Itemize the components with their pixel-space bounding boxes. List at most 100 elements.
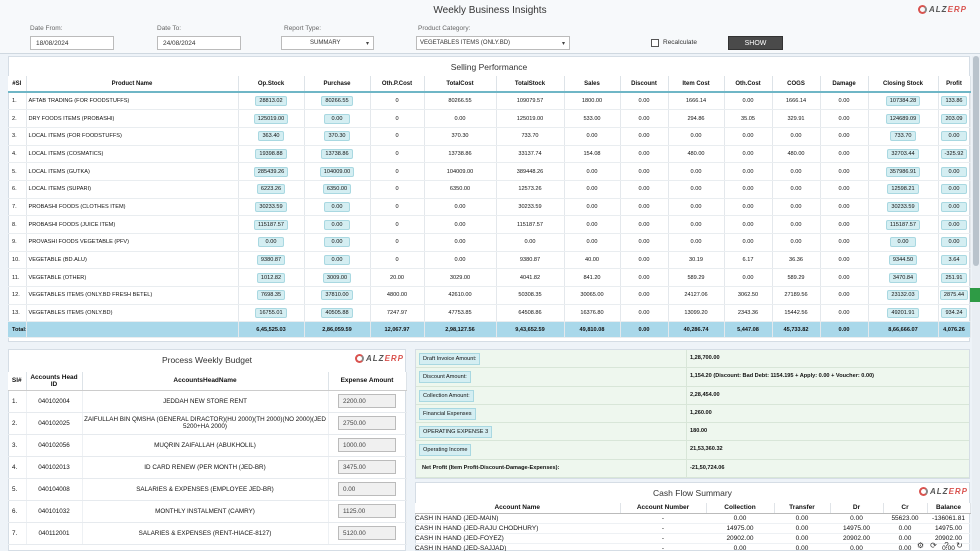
column-header[interactable]: Oth.Cost — [724, 76, 773, 93]
column-header[interactable]: #Sl — [8, 76, 27, 93]
table-row[interactable]: 2. DRY FOODS ITEMS (PROBASHI) 125019.00 0.0… — [8, 109, 971, 128]
budget-row[interactable]: 4. 040102013 ID CARD RENEW (PER MONTH (JED… — [8, 456, 407, 479]
column-header[interactable]: Profit — [938, 76, 971, 93]
column-header[interactable]: Purchase — [304, 76, 371, 93]
table-row[interactable]: 1. AFTAB TRADING (FOR FOODSTUFFS) 28813.02… — [8, 92, 971, 111]
cashflow-cr: 0.00 — [883, 523, 927, 534]
cell-cs: 3470.84 — [868, 268, 939, 288]
cell-op: 115187.57 — [238, 215, 305, 234]
report-type-select[interactable]: SUMMARY ▾ — [281, 36, 374, 50]
value-pill: 7698.35 — [256, 290, 286, 301]
expense-amount-input[interactable]: 2750.00 — [338, 416, 396, 430]
table-row[interactable]: 10. VEGETABLE (BD.ALU) 9380.87 0.00 0 0.00 938… — [8, 251, 971, 270]
budget-row[interactable]: 1. 040102004 JEDDAH NEW STORE RENT 2200.00 — [8, 390, 407, 413]
cashflow-row[interactable]: CASH IN HAND (JED-SAJJAD) -0.00 0.00 0.00 0.… — [415, 543, 970, 551]
table-row[interactable]: 7. PROBASHI FOODS (CLOTHES ITEM) 30233.59 0… — [8, 198, 971, 217]
table-row[interactable]: 12. VEGETABLES ITEMS (ONLY.BD FRESH BETEL… — [8, 286, 971, 305]
table-row[interactable]: 11. VEGETABLE (OTHER) 1012.82 3009.00 20.00 3… — [8, 268, 971, 288]
cashflow-col: 0.00 — [706, 543, 774, 551]
expense-amount-input[interactable]: 1125.00 — [338, 504, 396, 518]
table-row[interactable]: 8. PROBASHI FOODS (JUICE ITEM) 115187.57 0.… — [8, 215, 971, 234]
table-row[interactable]: 4. LOCAL ITEMS (COSMATICS) 19398.88 13738.8… — [8, 145, 971, 164]
column-header[interactable]: Collection — [706, 503, 775, 514]
cell-pur: 0.00 — [304, 109, 371, 128]
scrollbar-thumb[interactable] — [973, 56, 979, 266]
cell-disc: 0.00 — [620, 198, 669, 217]
side-tab-indicator[interactable] — [970, 288, 980, 302]
show-button[interactable]: SHOW — [728, 36, 783, 50]
table-row[interactable]: 6. LOCAL ITEMS (SUPARI) 6223.26 6350.00 0 635… — [8, 180, 971, 199]
budget-row[interactable]: 3. 040102056 MUQRIN ZAIFALLAH (ABUKHOLIL) 1… — [8, 434, 407, 457]
column-header[interactable]: TotalCost — [424, 76, 497, 93]
column-header[interactable]: Account Name — [415, 503, 621, 514]
budget-row[interactable]: 5. 040104008 SALARIES & EXPENSES (EMPLOYEE… — [8, 478, 407, 501]
value-pill: 0.00 — [941, 201, 967, 212]
help-icon[interactable]: ? — [944, 541, 949, 550]
expense-amount-input[interactable]: 1000.00 — [338, 438, 396, 452]
cashflow-row[interactable]: CASH IN HAND (JED-FOYEZ) -20902.00 0.00 209… — [415, 533, 970, 544]
column-header[interactable]: Accounts Head ID — [26, 372, 83, 391]
budget-row[interactable]: 6. 040101032 MONTHLY INSTALMENT (CAMRY) 112… — [8, 500, 407, 523]
date-from-input[interactable]: 18/08/2024 — [30, 36, 114, 50]
total-disc: 0.00 — [620, 321, 669, 339]
date-to-input[interactable]: 24/08/2024 — [157, 36, 241, 50]
column-header[interactable]: Op.Stock — [238, 76, 305, 93]
expense-amount-input[interactable]: 2200.00 — [338, 394, 396, 408]
column-header[interactable]: Product Name — [26, 76, 239, 93]
cashflow-dr: 0.00 — [830, 543, 883, 551]
logo-mark-icon — [919, 487, 928, 496]
column-header[interactable]: COGS — [772, 76, 821, 93]
column-header[interactable]: Dr — [830, 503, 884, 514]
summary-divider — [686, 459, 687, 478]
expense-amount-input[interactable]: 5120.00 — [338, 526, 396, 540]
column-header[interactable]: TotalStock — [496, 76, 565, 93]
cashflow-row[interactable]: CASH IN HAND (JED-MAIN) -0.00 0.00 0.00 5562… — [415, 513, 970, 524]
product-category-select[interactable]: VEGETABLES ITEMS (ONLY.BD) ▾ — [416, 36, 570, 50]
table-row[interactable]: 3. LOCAL ITEMS (FOR FOODSTUFFS) 363.40 370.… — [8, 127, 971, 146]
column-header[interactable]: Sales — [564, 76, 621, 93]
settings-icon[interactable]: ⚙ — [916, 541, 925, 550]
cell-pur: 0.00 — [304, 215, 371, 234]
value-pill: 107384.28 — [885, 96, 921, 107]
value-pill: 251.91 — [941, 272, 967, 283]
table-row[interactable]: 5. LOCAL ITEMS (GUTKA) 285439.26 104009.00 0… — [8, 162, 971, 181]
cell-name: PROBASHI FOODS (CLOTHES ITEM) — [26, 198, 239, 217]
value-pill: 0.00 — [941, 166, 967, 177]
column-header[interactable]: Discount — [620, 76, 669, 93]
column-header[interactable]: Cr — [883, 503, 928, 514]
table-row[interactable]: 9. PROVASHI FOODS VEGETABLE (PFV) 0.00 0.00… — [8, 233, 971, 252]
column-header[interactable]: Account Number — [620, 503, 707, 514]
table-row[interactable]: 13. VEGETABLES ITEMS (ONLY.BD) 16755.01 405… — [8, 304, 971, 323]
budget-row[interactable]: 2. 040102025 ZAIFULLAH BIN QMSHA (GENERAL … — [8, 412, 407, 435]
value-pill: 0.00 — [890, 237, 916, 248]
expense-amount-input[interactable]: 0.00 — [338, 482, 396, 496]
column-header[interactable]: Item Cost — [668, 76, 725, 93]
page-scrollbar[interactable] — [972, 56, 980, 551]
cashflow-row[interactable]: CASH IN HAND (JED-RAJU CHODHURY) -14975.0… — [415, 523, 970, 534]
column-header[interactable]: Sl# — [8, 372, 27, 391]
recalculate-checkbox[interactable] — [651, 39, 659, 47]
column-header[interactable]: AccountsHeadName — [82, 372, 329, 391]
column-header[interactable]: Closing Stock — [868, 76, 939, 93]
value-pill: 6350.00 — [322, 184, 352, 195]
value-pill: 0.00 — [258, 237, 284, 248]
cell-cs: 124689.09 — [868, 109, 939, 128]
cell-name: VEGETABLES ITEMS (ONLY.BD) — [26, 304, 239, 323]
cell-pur: 80266.55 — [304, 92, 371, 111]
sync-icon[interactable]: ↻ — [956, 541, 963, 550]
value-pill: 0.00 — [941, 131, 967, 142]
cell-sl: 7. — [8, 198, 27, 217]
value-pill: -325.92 — [940, 148, 968, 159]
refresh-icon[interactable]: ⟳ — [930, 541, 937, 550]
column-header[interactable]: Balance — [927, 503, 971, 514]
budget-row[interactable]: 7. 040112001 SALARIES & EXPENSES (RENT-HIA… — [8, 522, 407, 545]
column-header[interactable]: Oth.P.Cost — [370, 76, 425, 93]
cell-dmg: 0.00 — [820, 215, 869, 234]
total-cogs: 45,733.82 — [772, 321, 821, 339]
cell-othp: 4800.00 — [370, 286, 425, 305]
value-pill: 125019.00 — [253, 113, 289, 124]
column-header[interactable]: Transfer — [774, 503, 831, 514]
expense-amount-input[interactable]: 3475.00 — [338, 460, 396, 474]
column-header[interactable]: Expense Amount — [328, 372, 407, 391]
column-header[interactable]: Damage — [820, 76, 869, 93]
